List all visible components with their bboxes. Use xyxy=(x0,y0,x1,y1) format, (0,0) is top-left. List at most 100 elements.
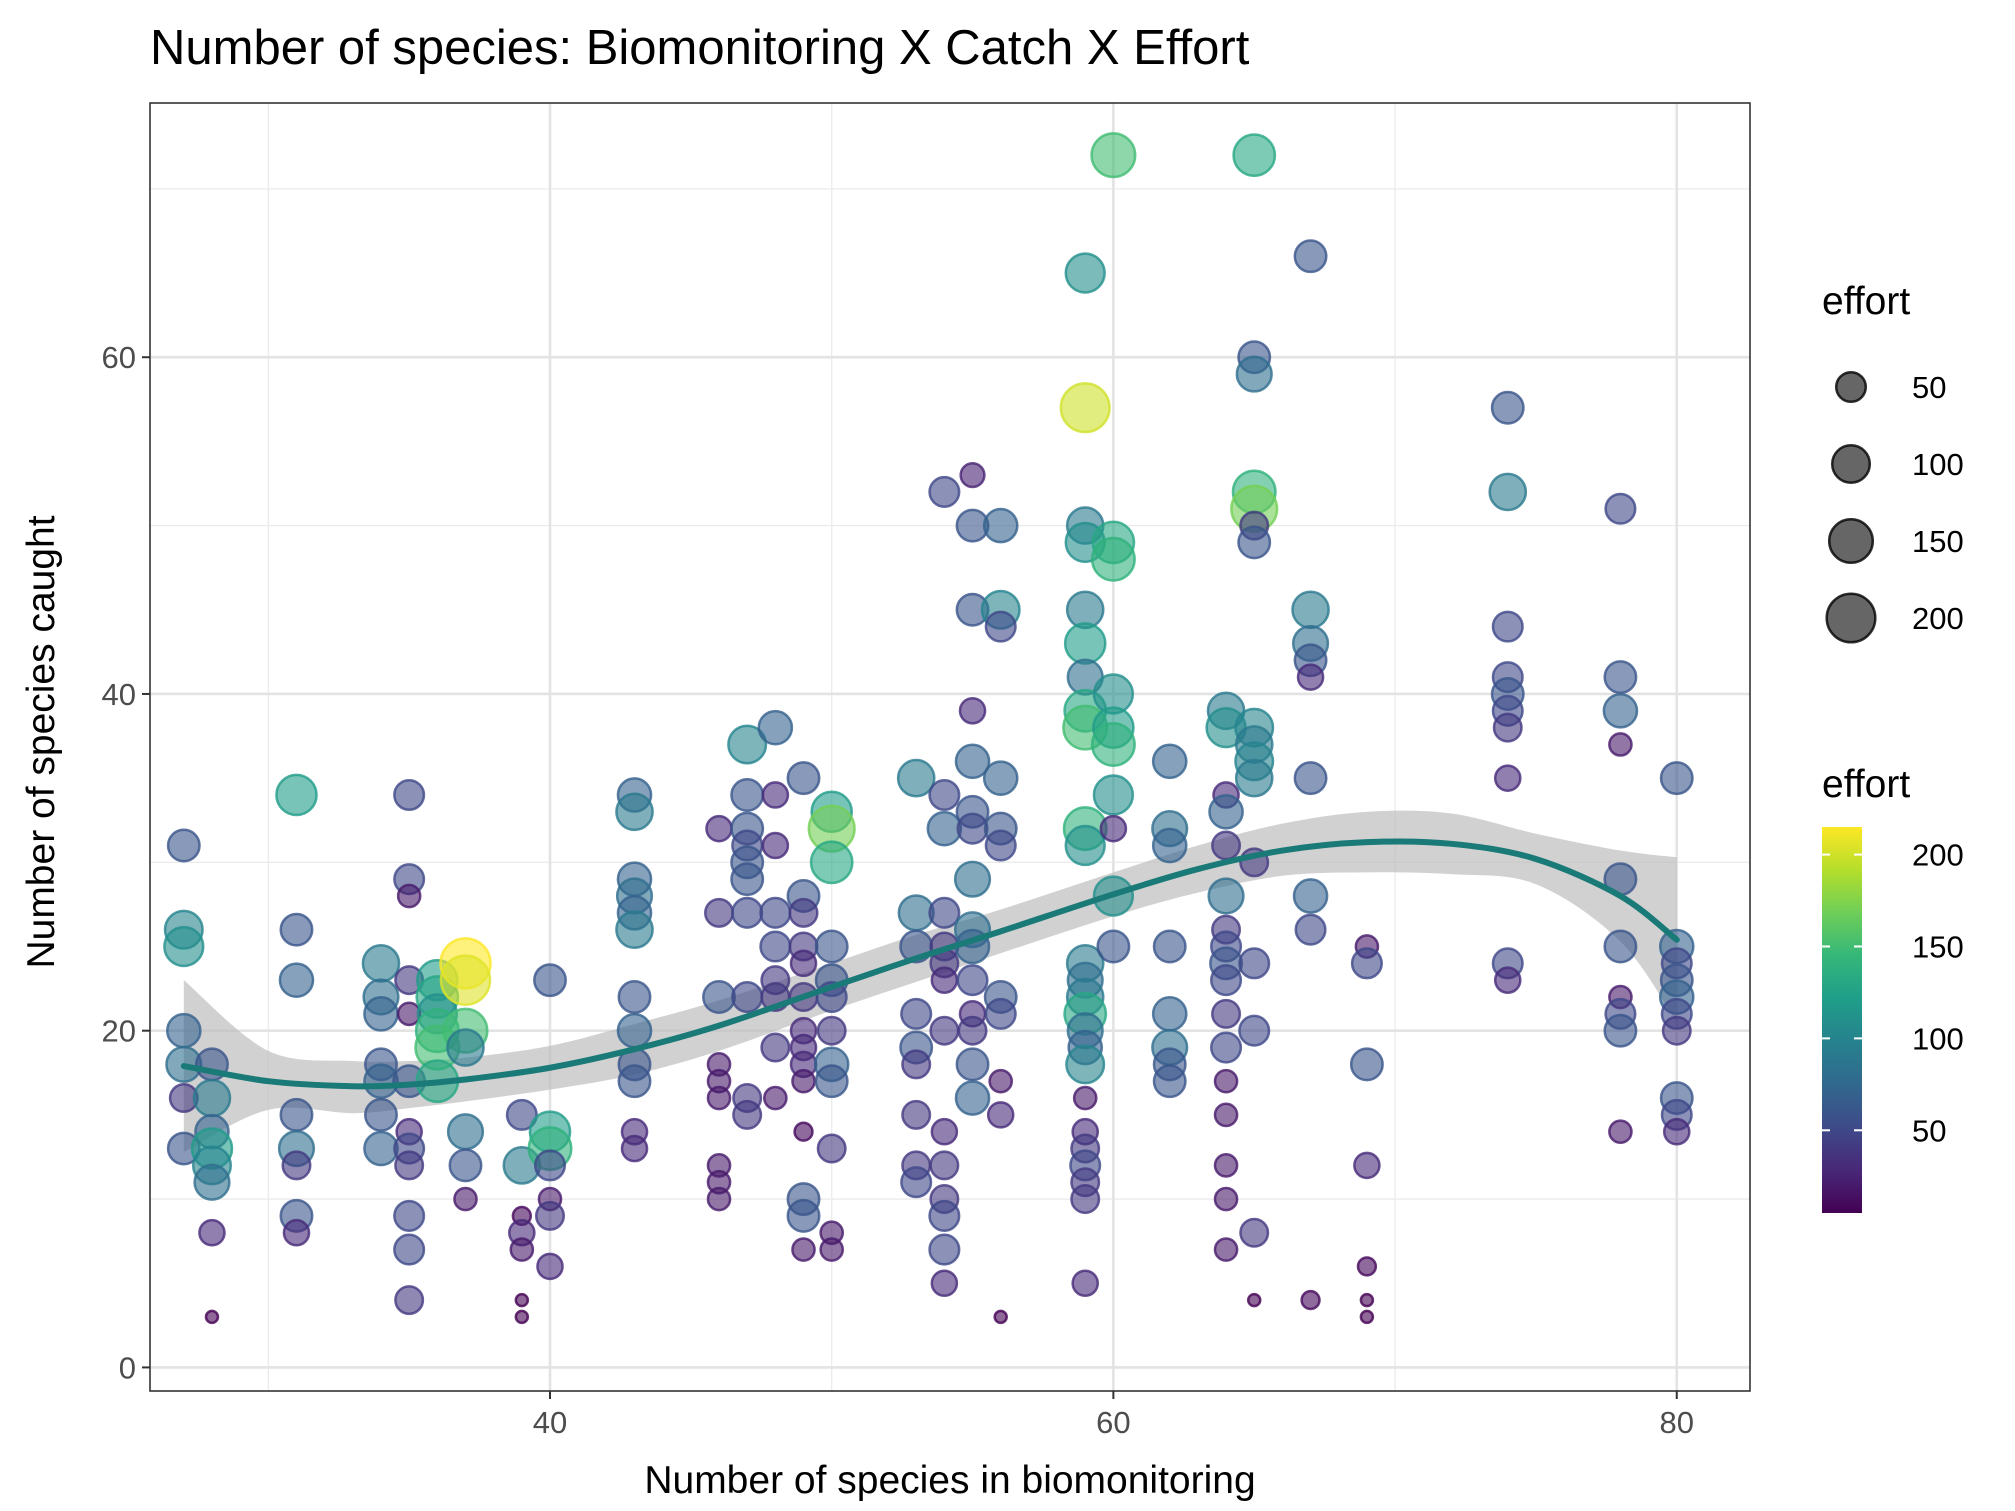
data-point xyxy=(900,997,933,1030)
data-point xyxy=(533,1149,567,1182)
data-point xyxy=(1608,732,1633,757)
color-legend-label: 100 xyxy=(1912,1021,1964,1056)
data-point xyxy=(393,778,426,812)
data-point xyxy=(1211,830,1242,861)
axes: 40 60 80 0 20 40 60 xyxy=(102,340,1694,1440)
data-point xyxy=(760,1032,791,1063)
data-point xyxy=(1237,525,1272,560)
data-point xyxy=(930,1117,959,1146)
data-point xyxy=(1232,133,1277,178)
data-point xyxy=(514,1309,530,1325)
data-point xyxy=(1090,132,1137,179)
data-point xyxy=(814,1064,849,1099)
size-legend-key xyxy=(1827,517,1875,565)
data-point xyxy=(731,896,764,929)
data-point xyxy=(786,1198,821,1233)
data-point xyxy=(727,724,768,765)
data-point xyxy=(163,925,205,968)
data-point xyxy=(1359,1292,1375,1308)
data-point xyxy=(1213,1102,1239,1128)
data-point xyxy=(1238,947,1271,980)
data-point xyxy=(1151,827,1188,864)
data-point xyxy=(1092,774,1135,816)
data-point xyxy=(1059,382,1111,434)
data-point xyxy=(1491,610,1524,643)
data-point xyxy=(1235,355,1273,393)
data-point xyxy=(165,1012,202,1049)
data-point xyxy=(278,962,315,999)
data-point xyxy=(1152,1064,1187,1099)
data-point xyxy=(788,897,819,928)
data-point xyxy=(793,1121,814,1142)
data-point xyxy=(1292,878,1329,914)
data-point xyxy=(363,996,399,1032)
data-point xyxy=(816,1015,847,1046)
data-point xyxy=(993,1309,1008,1325)
color-legend-label: 200 xyxy=(1912,838,1964,873)
data-point xyxy=(204,1309,220,1325)
data-point xyxy=(1072,1085,1098,1111)
data-point xyxy=(1213,1153,1239,1178)
data-point xyxy=(364,1097,398,1132)
data-point xyxy=(1096,929,1131,964)
data-point xyxy=(166,828,201,863)
data-point xyxy=(789,949,818,978)
data-point xyxy=(1234,758,1274,798)
data-point xyxy=(363,1130,399,1167)
data-point xyxy=(731,980,764,1014)
data-point xyxy=(1152,929,1187,964)
size-legend-label: 150 xyxy=(1912,524,1964,559)
x-tick-label: 60 xyxy=(1096,1405,1130,1440)
data-point xyxy=(275,773,318,817)
legend: effort effort 50 100 150 200 50 100 150 200 xyxy=(1822,280,1964,1213)
data-point xyxy=(930,1269,959,1298)
y-tick-label: 60 xyxy=(102,340,136,375)
x-tick-label: 80 xyxy=(1660,1405,1694,1440)
y-tick-label: 20 xyxy=(102,1014,136,1049)
x-tick-label: 40 xyxy=(533,1405,567,1440)
data-point xyxy=(1208,794,1244,830)
data-point xyxy=(814,929,849,964)
data-point xyxy=(1063,622,1107,665)
color-legend-label: 150 xyxy=(1912,929,1964,964)
data-point xyxy=(928,778,961,812)
data-point xyxy=(1350,947,1383,980)
color-legend-title: effort xyxy=(1822,763,1910,806)
data-point xyxy=(1064,252,1106,294)
data-point xyxy=(1294,913,1327,946)
data-point xyxy=(615,792,654,832)
data-point xyxy=(1090,536,1136,582)
data-point xyxy=(192,1078,232,1118)
data-point xyxy=(393,1233,426,1266)
data-point xyxy=(763,1085,788,1111)
data-point xyxy=(730,778,765,812)
data-point xyxy=(617,1064,652,1099)
data-point xyxy=(193,1163,231,1201)
data-point xyxy=(534,1200,566,1231)
data-point xyxy=(1293,239,1328,274)
data-point xyxy=(439,954,492,1006)
data-point xyxy=(1213,1068,1239,1094)
data-point xyxy=(1090,721,1136,767)
data-point xyxy=(704,897,735,928)
data-point xyxy=(279,1097,314,1132)
data-point xyxy=(1071,1269,1100,1298)
data-point xyxy=(536,1252,564,1281)
data-point xyxy=(761,831,790,860)
data-point xyxy=(1490,390,1525,425)
data-point xyxy=(988,1068,1014,1094)
data-point xyxy=(1488,472,1528,512)
data-point xyxy=(928,1233,961,1266)
data-point xyxy=(198,1218,226,1247)
size-legend-label: 200 xyxy=(1912,601,1964,636)
size-legend-key xyxy=(1825,592,1877,644)
data-point xyxy=(1210,964,1243,997)
y-tick-label: 0 xyxy=(119,1350,136,1385)
data-point xyxy=(394,1150,425,1181)
data-point xyxy=(514,1292,530,1308)
data-point xyxy=(615,910,654,950)
data-point xyxy=(786,761,821,796)
plot-panel-border xyxy=(149,102,1751,1392)
data-point xyxy=(1353,1151,1381,1180)
data-point xyxy=(928,1199,961,1232)
